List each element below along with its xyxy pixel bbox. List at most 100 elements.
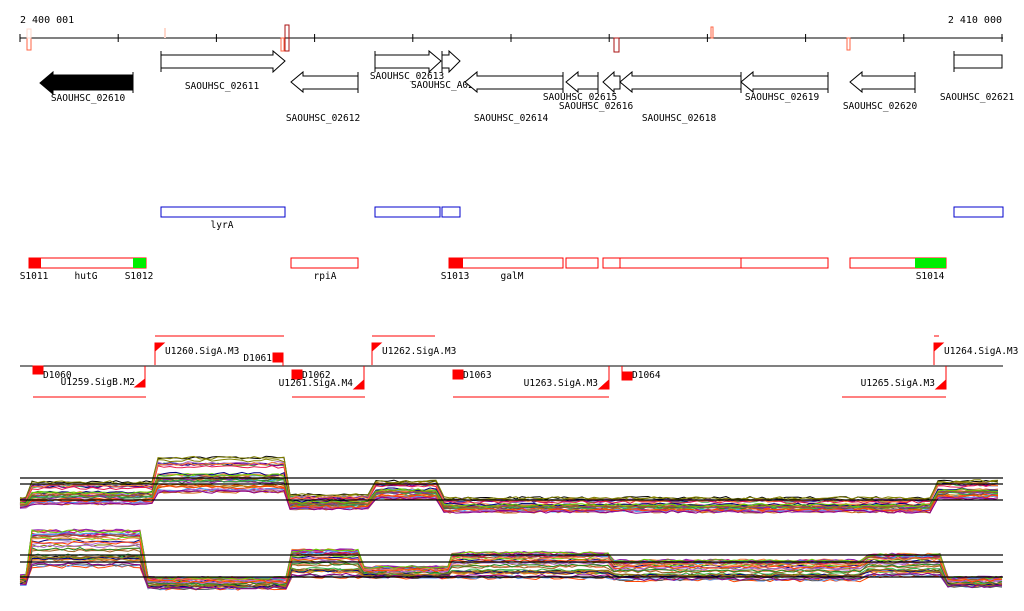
promoter-flag[interactable] bbox=[291, 369, 303, 380]
axis-marker[interactable] bbox=[26, 37, 32, 51]
promoter-label: D1060 bbox=[43, 370, 72, 381]
gene-label: SAOUHSC_02613 bbox=[370, 71, 444, 82]
operon-label: lyrA bbox=[211, 220, 234, 231]
expression-profile-line bbox=[19, 540, 1003, 584]
gene-label: SAOUHSC_02620 bbox=[843, 101, 918, 112]
axis-start-label: 2 400 001 bbox=[20, 15, 74, 26]
gene-SAOUHSC_A02483[interactable]: SAOUHSC_A02483 bbox=[411, 49, 491, 91]
promoter-flag[interactable] bbox=[933, 342, 945, 353]
gene-label: SAOUHSC_02616 bbox=[559, 101, 634, 112]
transcript-label: S1012 bbox=[125, 271, 154, 282]
axis-marker[interactable] bbox=[280, 37, 285, 52]
gene-label: SAOUHSC_02614 bbox=[474, 113, 549, 124]
gene-track: SAOUHSC_02610 SAOUHSC_02611 SAOUHSC_0261… bbox=[39, 49, 1015, 124]
transcript-start bbox=[29, 258, 41, 268]
promoter-flag[interactable] bbox=[934, 378, 947, 390]
expression-profile-line bbox=[19, 485, 999, 512]
transcript-box[interactable] bbox=[28, 257, 147, 269]
promoter-label: U1260.SigA.M3 bbox=[165, 346, 239, 357]
expression-profile-line bbox=[19, 541, 1003, 584]
transcript-box[interactable] bbox=[448, 257, 564, 269]
expression-profile-line bbox=[19, 462, 998, 503]
promoter-flag[interactable] bbox=[133, 377, 146, 388]
promoter-flag[interactable] bbox=[32, 365, 44, 375]
promoter-label: D1062 bbox=[302, 370, 331, 381]
gene-SAOUHSC_02619[interactable]: SAOUHSC_02619 bbox=[740, 70, 829, 103]
promoter-flag[interactable] bbox=[154, 342, 166, 353]
transcript-start-green bbox=[133, 258, 146, 268]
coordinate-axis: 2 400 001 2 410 000 bbox=[19, 15, 1003, 53]
promoter-flag[interactable] bbox=[452, 369, 464, 380]
transcript-label: S1013 bbox=[441, 271, 470, 282]
gene-label: SAOUHSC_02615 bbox=[543, 92, 617, 103]
operon-track: lyrA bbox=[160, 206, 1004, 231]
gene-SAOUHSC_02620[interactable]: SAOUHSC_02620 bbox=[843, 70, 918, 112]
promoter-flag[interactable] bbox=[272, 352, 284, 363]
gene-SAOUHSC_02614[interactable]: SAOUHSC_02614 bbox=[464, 70, 564, 124]
gene-label: SAOUHSC_02619 bbox=[745, 92, 820, 103]
transcript-box[interactable] bbox=[602, 257, 742, 269]
operon-box[interactable] bbox=[160, 206, 286, 218]
gene-label: SAOUHSC_02610 bbox=[51, 93, 126, 104]
expression-profile-line bbox=[19, 489, 999, 514]
transcript-label: hutG bbox=[75, 271, 98, 282]
expression-profile-track-top bbox=[19, 455, 1003, 514]
gene-label: SAOUHSC_A02483 bbox=[411, 80, 491, 91]
promoter-label: D1063 bbox=[463, 370, 492, 381]
expression-profile-line bbox=[19, 462, 999, 503]
promoter-label: D1061 bbox=[243, 353, 272, 364]
transcript-box[interactable] bbox=[740, 257, 829, 269]
expression-profile-line bbox=[20, 563, 1003, 591]
axis-marker[interactable] bbox=[164, 28, 166, 38]
promoter-label: U1263.SigA.M3 bbox=[524, 378, 598, 389]
gene-SAOUHSC_02615[interactable]: SAOUHSC_02615 bbox=[543, 70, 617, 103]
axis-marker[interactable] bbox=[26, 28, 32, 39]
promoter-flag[interactable] bbox=[597, 378, 610, 390]
gene-SAOUHSC_02616[interactable]: SAOUHSC_02616 bbox=[559, 70, 634, 112]
gene-label: SAOUHSC_02621 bbox=[940, 92, 1015, 103]
expression-profile-line bbox=[19, 462, 999, 503]
promoter-label: U1262.SigA.M3 bbox=[382, 346, 456, 357]
operon-box[interactable] bbox=[953, 206, 1004, 218]
transcript-start bbox=[449, 258, 463, 268]
promoter-label: U1259.SigB.M2 bbox=[61, 377, 135, 388]
gene-SAOUHSC_02613[interactable]: SAOUHSC_02613 bbox=[370, 49, 444, 82]
expression-profile-line bbox=[19, 473, 999, 508]
expression-profile-line bbox=[19, 465, 999, 504]
expression-profile-line bbox=[19, 461, 999, 503]
transcript-label: galM bbox=[501, 271, 524, 282]
axis-end-label: 2 410 000 bbox=[948, 15, 1002, 26]
gene-SAOUHSC_02618[interactable]: SAOUHSC_02618 bbox=[619, 70, 742, 124]
promoter-flag[interactable] bbox=[621, 371, 633, 381]
axis-marker[interactable] bbox=[284, 24, 290, 52]
expression-profile-line bbox=[19, 536, 1003, 583]
gene-SAOUHSC_02621[interactable]: SAOUHSC_02621 bbox=[940, 51, 1015, 103]
operon-box[interactable] bbox=[374, 206, 441, 218]
gene-label: SAOUHSC_02618 bbox=[642, 113, 717, 124]
expression-profile-line bbox=[19, 488, 999, 514]
promoter-label: U1264.SigA.M3 bbox=[944, 346, 1018, 357]
promoter-flag[interactable] bbox=[371, 342, 383, 353]
expression-profile-line bbox=[19, 555, 1003, 588]
gene-SAOUHSC_02612[interactable]: SAOUHSC_02612 bbox=[286, 70, 360, 124]
promoter-track: D1060 U1259.SigB.M2 U1260.SigA.M3 D1061 … bbox=[20, 335, 1018, 398]
transcript-track: S1011 hutG S1012 rpiA S1013 galM S1014 bbox=[20, 257, 947, 282]
axis-marker[interactable] bbox=[613, 37, 620, 53]
transcript-label: S1014 bbox=[916, 271, 945, 282]
gene-SAOUHSC_02610[interactable]: SAOUHSC_02610 bbox=[39, 70, 134, 104]
expression-profile-track-bottom bbox=[19, 528, 1003, 591]
axis-marker[interactable] bbox=[846, 37, 851, 51]
gene-SAOUHSC_02611[interactable]: SAOUHSC_02611 bbox=[160, 49, 286, 92]
axis-ticks bbox=[19, 34, 1003, 42]
transcript-box[interactable] bbox=[565, 257, 599, 269]
promoter-flag[interactable] bbox=[352, 378, 365, 390]
transcript-box[interactable] bbox=[290, 257, 359, 269]
operon-box[interactable] bbox=[441, 206, 461, 218]
promoter-label: U1265.SigA.M3 bbox=[861, 378, 935, 389]
axis-marker[interactable] bbox=[710, 26, 714, 39]
transcript-label: rpiA bbox=[314, 271, 337, 282]
transcript-label: S1011 bbox=[20, 271, 49, 282]
expression-profile-line bbox=[19, 455, 999, 501]
